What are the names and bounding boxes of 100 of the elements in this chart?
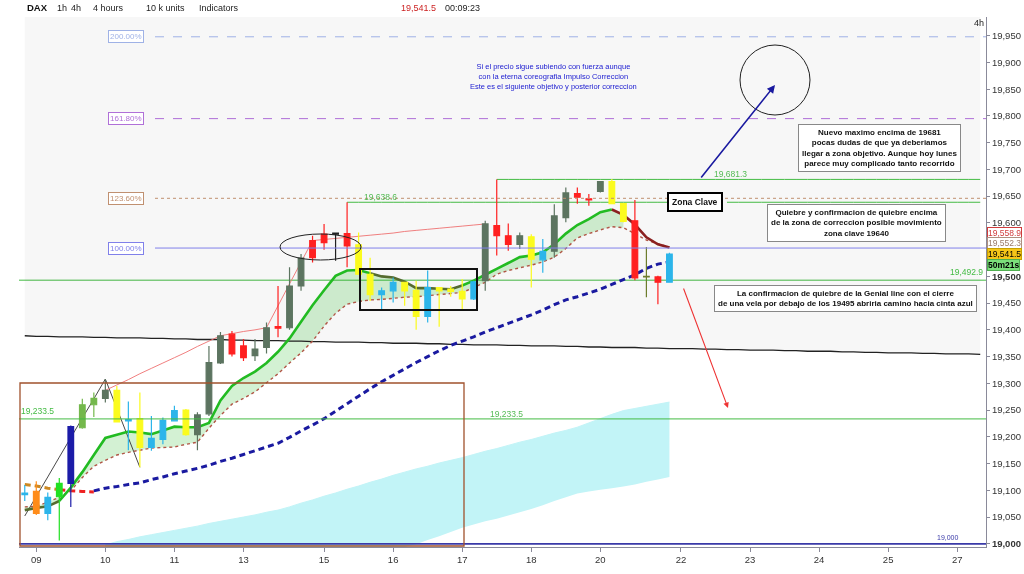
candlestick [654, 275, 662, 305]
candlestick [481, 220, 489, 292]
annotation: Nuevo maximo encima de 19681 pocas dudas de que ya deberiamos llegar a zona objetivo. Aunque hoy lunes parece muy complicado tanto recorrido [802, 128, 958, 169]
chart-title: DAX [26, 2, 48, 14]
candlestick [573, 187, 581, 205]
y-tick-label: 19,800 [991, 110, 1021, 122]
y-tick-label: 19,400 [991, 324, 1021, 336]
text: 50m21s [988, 260, 1020, 270]
candlestick [447, 285, 455, 298]
candlestick [147, 415, 155, 452]
candlestick [516, 231, 524, 250]
y-tick-label: 19,600 [991, 217, 1021, 229]
x-tick-label: 20 [595, 554, 606, 566]
candlestick [101, 378, 109, 404]
annotation: 200.00% [110, 32, 142, 41]
y-tick-label: 19,250 [991, 404, 1021, 416]
candlestick [55, 477, 63, 542]
text: 19,558.9 [988, 228, 1022, 238]
y-tick-label: 19,700 [991, 163, 1021, 175]
candlestick [619, 202, 627, 223]
y-tick-label: 19,150 [991, 457, 1021, 469]
candlestick [539, 238, 547, 274]
x-tick-label: 13 [238, 554, 249, 566]
text: 10 k units [146, 3, 186, 13]
y-tick-label: 19,650 [991, 190, 1021, 202]
annotation: 19,638.6 [364, 192, 398, 202]
candlestick [124, 400, 132, 451]
candlestick [596, 180, 604, 194]
candlestick [67, 425, 75, 508]
y-tick-label: 19,050 [991, 511, 1021, 523]
x-tick-label: 18 [525, 554, 537, 566]
candlestick [366, 257, 374, 302]
x-tick-label: 10 [100, 554, 111, 566]
candlestick [297, 253, 305, 292]
candlestick [343, 201, 351, 268]
y-tick-label: 19,100 [991, 484, 1021, 496]
y-tick-label: 19,850 [991, 83, 1021, 95]
x-tick-label: 23 [744, 554, 756, 566]
candlestick [320, 223, 328, 251]
candlestick [562, 187, 570, 223]
y-tick-label: 19,450 [991, 297, 1021, 309]
annotation: 19,233.5 [490, 409, 524, 419]
candlestick [251, 338, 259, 362]
candlestick [182, 408, 190, 437]
candlestick [90, 391, 98, 418]
y-tick-label: 19,500 [991, 270, 1021, 282]
candlestick [44, 491, 52, 521]
candlestick [205, 345, 213, 417]
text: 4h [71, 3, 82, 13]
y-tick-label: 19,950 [991, 30, 1021, 42]
candlestick [504, 222, 512, 252]
text: 19,541.5 [401, 3, 437, 13]
candlestick [32, 480, 40, 516]
y-tick-label: 19,200 [991, 431, 1021, 443]
ref-line-label: 19,492.9 [950, 267, 984, 277]
candlestick [642, 246, 650, 298]
x-tick-label: 15 [318, 554, 330, 566]
ref-line-label: 19,233.5 [21, 406, 55, 416]
candlestick [274, 285, 282, 338]
x-tick-label: 22 [675, 554, 687, 566]
text: 19,552.3 [988, 238, 1022, 248]
candlestick [608, 178, 616, 205]
candlestick [550, 203, 558, 259]
candlestick [435, 286, 443, 328]
y-tick-label: 19,300 [991, 377, 1021, 389]
x-tick-label: 25 [882, 554, 894, 566]
annotation: 4h [974, 18, 985, 28]
y-tick-label: 19,000 [991, 538, 1021, 550]
annotation: Zona Clave [672, 197, 718, 207]
candlestick [378, 287, 386, 310]
candlestick [217, 331, 224, 365]
text: Indicators [199, 3, 239, 13]
text: 00:09:23 [445, 3, 481, 13]
candlestick [401, 281, 409, 307]
candlestick [493, 178, 501, 257]
x-tick-label: 09 [30, 554, 42, 566]
annotation: La confirmacion de quiebre de la Genial line con el cierre de una vela por debajo de los 19495 abriria camino hacia cinta azul [718, 289, 973, 309]
annotation: 123.60% [110, 194, 142, 203]
text: 1h [57, 3, 68, 13]
text: 19,541.5 [988, 249, 1022, 259]
candlestick [412, 280, 420, 331]
candlestick [21, 484, 29, 502]
x-tick-label: 24 [813, 554, 825, 566]
candlestick [527, 233, 535, 289]
line-series [24, 335, 981, 356]
candlestick [286, 266, 293, 331]
annotation: Quiebre y confirmacion de quiebre encima de la zona de correccion posible movimiento zona clave 19640 [771, 208, 942, 238]
x-tick-label: 27 [951, 554, 963, 566]
x-tick-label: 11 [169, 554, 180, 566]
candlestick [263, 321, 270, 354]
candlestick [78, 398, 86, 430]
annotation: 161.80% [110, 114, 142, 123]
candlestick [458, 278, 466, 310]
candlestick [424, 269, 432, 323]
candlestick [113, 385, 121, 423]
candlestick [631, 199, 639, 281]
candlestick [666, 252, 673, 284]
candlestick [240, 338, 247, 362]
x-tick-label: 17 [456, 554, 468, 566]
candlestick [585, 193, 593, 207]
